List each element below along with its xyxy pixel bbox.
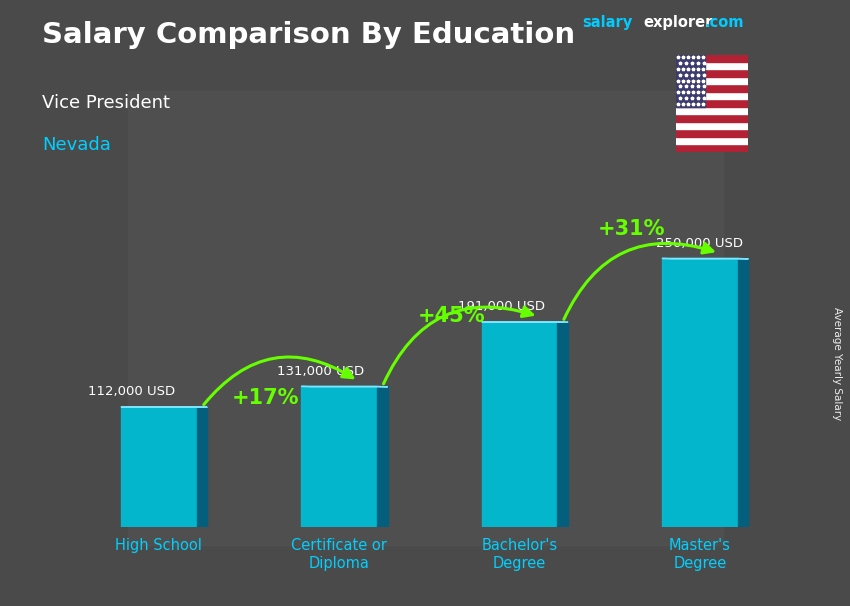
Polygon shape xyxy=(301,387,377,527)
Bar xyxy=(676,70,748,77)
Polygon shape xyxy=(377,387,388,527)
Bar xyxy=(676,129,748,136)
Text: 250,000 USD: 250,000 USD xyxy=(656,237,743,250)
Bar xyxy=(676,136,748,144)
Polygon shape xyxy=(121,407,196,527)
Polygon shape xyxy=(482,322,558,527)
Bar xyxy=(676,62,748,70)
Text: 131,000 USD: 131,000 USD xyxy=(277,365,365,378)
Text: 112,000 USD: 112,000 USD xyxy=(88,385,175,398)
Text: Average Yearly Salary: Average Yearly Salary xyxy=(832,307,842,420)
Text: +17%: +17% xyxy=(232,388,299,408)
Polygon shape xyxy=(662,258,738,527)
Bar xyxy=(676,92,748,99)
Text: Vice President: Vice President xyxy=(42,94,171,112)
Polygon shape xyxy=(196,407,207,527)
Bar xyxy=(676,77,748,84)
Bar xyxy=(676,122,748,129)
Text: .com: .com xyxy=(705,15,744,30)
Bar xyxy=(676,107,748,114)
Bar xyxy=(676,55,748,62)
Text: salary: salary xyxy=(582,15,632,30)
Text: +31%: +31% xyxy=(598,219,666,239)
Text: Nevada: Nevada xyxy=(42,136,111,155)
Text: explorer: explorer xyxy=(643,15,713,30)
Text: 191,000 USD: 191,000 USD xyxy=(458,300,545,313)
Text: Salary Comparison By Education: Salary Comparison By Education xyxy=(42,21,575,49)
Bar xyxy=(676,144,748,152)
Bar xyxy=(676,84,748,92)
Bar xyxy=(676,99,748,107)
Text: +45%: +45% xyxy=(417,306,485,326)
Bar xyxy=(128,91,722,545)
Polygon shape xyxy=(738,258,749,527)
Bar xyxy=(676,114,748,122)
Bar xyxy=(676,55,705,107)
Polygon shape xyxy=(558,322,568,527)
